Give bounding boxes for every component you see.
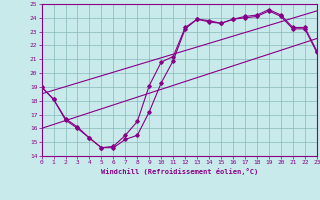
X-axis label: Windchill (Refroidissement éolien,°C): Windchill (Refroidissement éolien,°C)	[100, 168, 258, 175]
